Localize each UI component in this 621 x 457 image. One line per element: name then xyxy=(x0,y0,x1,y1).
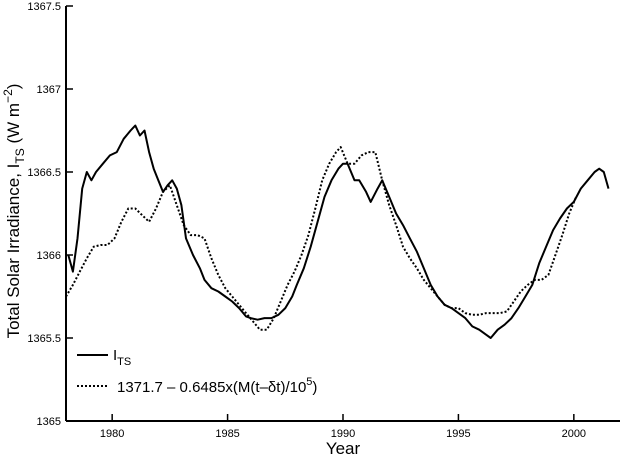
y-axis-title-close: ) xyxy=(4,84,23,90)
x-tick-label: 1985 xyxy=(215,428,239,440)
legend: ITS 1371.7 – 0.6485x(M(t–δt)/105) xyxy=(77,347,317,396)
y-tick-label: 1367.5 xyxy=(27,1,61,13)
x-tick-label: 1980 xyxy=(100,428,124,440)
x-tick-label: 2000 xyxy=(562,428,586,440)
legend-label-dotted-close: ) xyxy=(312,379,317,396)
legend-label-dotted-sup: 5 xyxy=(306,376,312,388)
series-line-model xyxy=(65,146,578,331)
y-tick-label: 1365 xyxy=(37,416,61,428)
legend-label-solid-sub: TS xyxy=(117,356,131,368)
y-tick-label: 1365.5 xyxy=(27,333,61,345)
y-axis-title-unit: (W m xyxy=(4,103,23,148)
y-axis-title: Total Solar Irradiance, ITS (W m−2) xyxy=(1,84,27,339)
y-axis-title-main: Total Solar Irradiance, I xyxy=(4,164,23,339)
y-tick-label: 1367 xyxy=(37,84,61,96)
y-axis-title-sup: −2 xyxy=(1,89,15,103)
y-axis-title-sub: TS xyxy=(13,148,27,163)
y-tick-label: 1366.5 xyxy=(27,167,61,179)
series-layer xyxy=(65,124,610,339)
series-line-its xyxy=(67,124,610,339)
x-tick-label: 1990 xyxy=(331,428,355,440)
x-tick-label: 1995 xyxy=(446,428,470,440)
legend-label-solid-main: I xyxy=(113,347,117,364)
x-axis-title: Year xyxy=(326,439,361,457)
legend-label-solid: ITS xyxy=(113,347,131,368)
axes: 1365 1365.5 1366 1366.5 1367 1367.5 1980 1985 19… xyxy=(27,1,620,440)
y-tick-label: 1366 xyxy=(37,250,61,262)
legend-label-dotted-main: 1371.7 – 0.6485x(M(t–δt)/10 xyxy=(117,379,306,396)
legend-label-dotted: 1371.7 – 0.6485x(M(t–δt)/105) xyxy=(117,376,317,396)
